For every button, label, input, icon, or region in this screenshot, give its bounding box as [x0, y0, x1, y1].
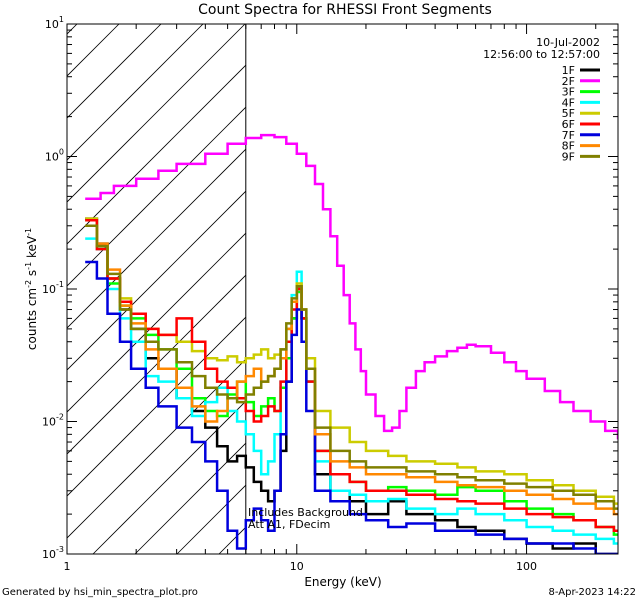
- axis-tick-labels: 1 10 100 10-3 10-2 10-1 100 101: [42, 15, 537, 573]
- legend-label-4F: 4F: [562, 96, 575, 109]
- attenuator-hatch-region: [67, 24, 246, 554]
- footer-timestamp: 8-Apr-2023 14:22: [549, 587, 636, 598]
- x-axis-label: Energy (keV): [304, 575, 381, 589]
- hatch-line: [67, 24, 204, 161]
- hatch-line: [67, 24, 162, 119]
- series-line-2F: [85, 133, 618, 440]
- date-label: 10-Jul-2002: [536, 36, 600, 49]
- series-line-4F: [85, 237, 618, 545]
- time-range-label: 12:56:00 to 12:57:00: [483, 48, 600, 61]
- hatch-line: [92, 400, 246, 554]
- hatch-line: [67, 106, 246, 287]
- hatch-line: [134, 442, 246, 554]
- hatch-line: [67, 24, 246, 203]
- legend-label-5F: 5F: [562, 107, 575, 120]
- y-tick-label: 101: [45, 15, 64, 31]
- hatch-line: [67, 190, 246, 371]
- hatch-line: [67, 274, 246, 455]
- x-tick-label: 100: [516, 560, 537, 573]
- chart-title: Count Spectra for RHESSI Front Segments: [198, 2, 492, 18]
- y-axis-label-exp1: -2: [24, 280, 33, 288]
- series-line-9F: [85, 224, 618, 510]
- background-note: Includes Background: [248, 506, 363, 519]
- series-line-7F: [85, 260, 618, 554]
- y-axis-label-exp2: -1: [24, 262, 33, 270]
- y-axis-label-exp3: -1: [24, 228, 33, 236]
- series-lines: [85, 133, 618, 554]
- y-tick-label: 10-3: [42, 545, 64, 561]
- legend-label-2F: 2F: [562, 75, 575, 88]
- y-tick-label: 10-2: [42, 413, 64, 429]
- series-line-6F: [85, 219, 618, 532]
- series-line-1F: [85, 217, 618, 554]
- footer-generated-by: Generated by hsi_min_spectra_plot.pro: [2, 587, 198, 598]
- axis-ticks: [66, 24, 618, 555]
- y-tick-label: 100: [45, 148, 64, 164]
- hatch-line: [218, 526, 246, 554]
- x-tick-label: 1: [64, 560, 71, 573]
- hatch-line: [67, 316, 246, 497]
- legend-label-7F: 7F: [562, 129, 575, 142]
- y-axis-label-end: keV: [25, 235, 39, 262]
- series-line-8F: [85, 224, 618, 516]
- y-axis-label: counts cm-2 s-1 keV-1: [24, 228, 39, 350]
- legend-label-6F: 6F: [562, 118, 575, 131]
- hatch-line: [67, 232, 246, 413]
- legend-label-1F: 1F: [562, 64, 575, 77]
- legend-label-9F: 9F: [562, 150, 575, 163]
- attenuator-note: Att A1, FDecim: [248, 518, 330, 531]
- legend-label-8F: 8F: [562, 140, 575, 153]
- hatch-line: [67, 358, 246, 539]
- y-axis-label-mid: s: [25, 270, 39, 280]
- y-tick-label: 10-1: [42, 280, 64, 296]
- y-axis-label-base: counts cm: [25, 288, 39, 350]
- hatch-line: [67, 64, 246, 245]
- legend-label-3F: 3F: [562, 86, 575, 99]
- hatch-line: [67, 148, 246, 329]
- x-tick-label: 10: [290, 560, 304, 573]
- hatch-line: [67, 24, 120, 77]
